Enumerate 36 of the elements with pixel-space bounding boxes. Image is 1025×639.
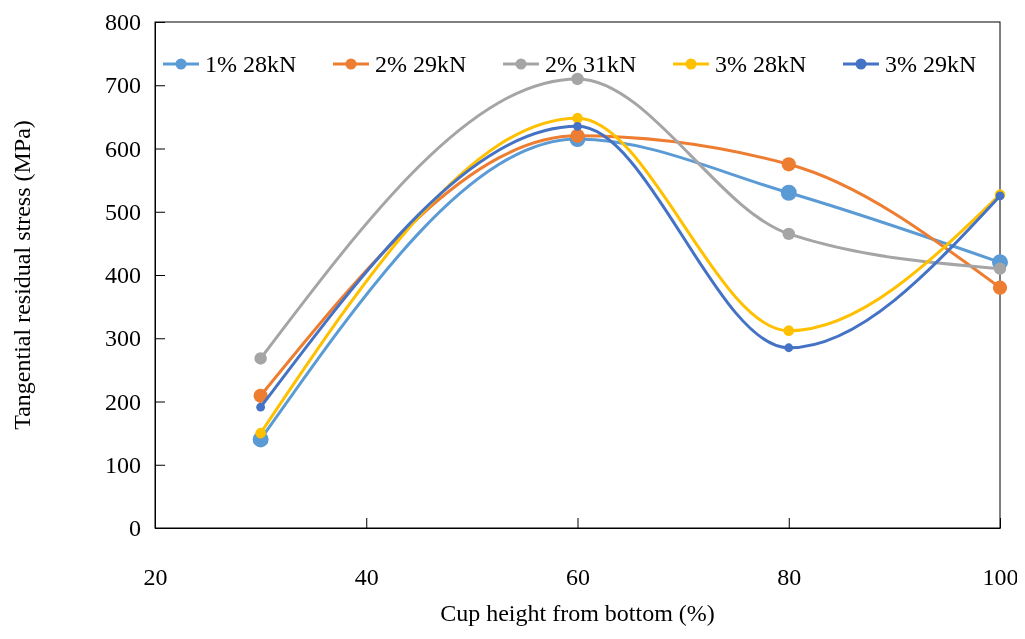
y-tick-label: 100 — [105, 451, 141, 478]
x-tick-label: 80 — [777, 564, 802, 591]
point — [256, 402, 266, 412]
y-tick-label: 200 — [105, 388, 141, 415]
legend-label: 3% 28kN — [715, 51, 807, 77]
legend-label: 2% 31kN — [545, 51, 637, 77]
point — [255, 427, 266, 439]
y-tick-label: 0 — [129, 515, 141, 542]
x-axis-title: Cup height from bottom (%) — [440, 600, 715, 626]
y-axis-title: Tangential residual stress (MPa) — [9, 120, 35, 430]
x-tick-label: 20 — [143, 564, 168, 591]
point — [573, 121, 582, 131]
point — [572, 112, 583, 124]
point — [571, 72, 584, 86]
point — [781, 157, 796, 172]
x-tick-label: 40 — [354, 564, 379, 591]
point — [783, 325, 795, 336]
point — [993, 262, 1007, 275]
y-tick-label: 400 — [105, 262, 141, 289]
legend-label: 1% 28kN — [205, 51, 297, 77]
point — [254, 352, 267, 365]
legend-label: 2% 29kN — [375, 51, 467, 77]
y-tick-label: 600 — [105, 135, 141, 162]
x-tick-label: 60 — [566, 564, 590, 591]
point — [992, 280, 1008, 295]
point — [780, 184, 797, 201]
point — [570, 128, 585, 143]
x-tick-label: 100 — [982, 564, 1019, 591]
point — [253, 388, 268, 403]
y-tick-label: 800 — [105, 9, 141, 36]
legend-label: 3% 29kN — [885, 51, 977, 77]
point — [784, 343, 794, 353]
y-tick-label: 700 — [105, 72, 141, 99]
y-tick-label: 500 — [105, 198, 141, 225]
point — [782, 227, 795, 241]
y-tick-label: 300 — [105, 325, 141, 352]
